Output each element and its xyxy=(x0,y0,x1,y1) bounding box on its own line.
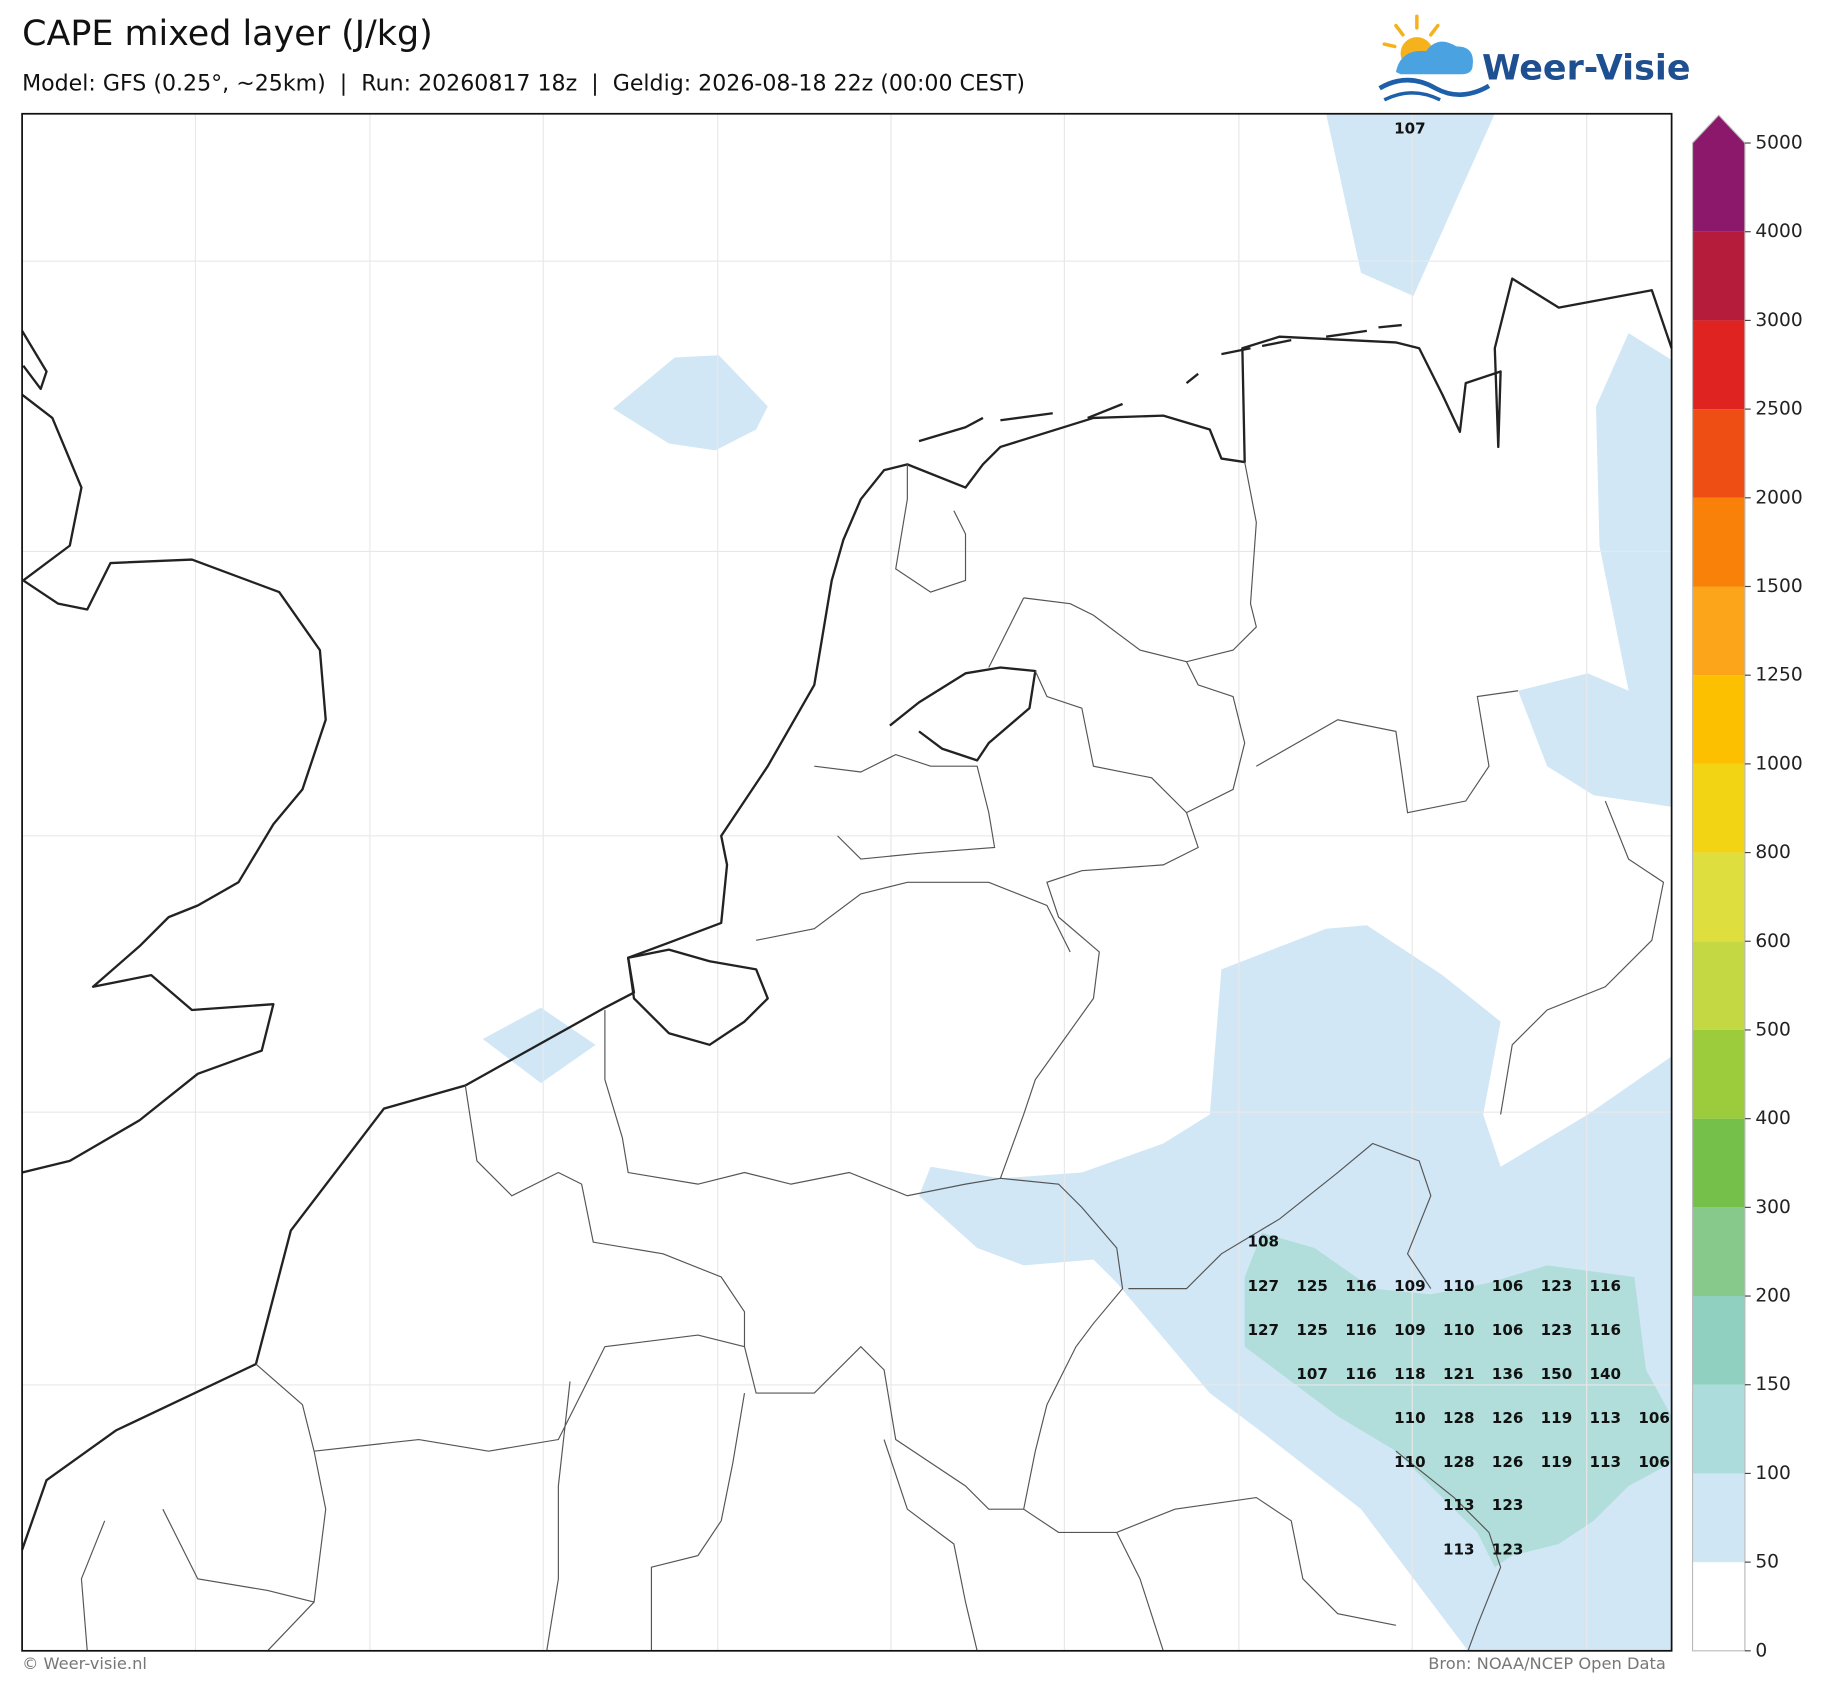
colorbar-tick-label: 500 xyxy=(1755,1019,1791,1040)
map-frame xyxy=(21,112,1673,1652)
point-value: 110 xyxy=(1443,1321,1475,1339)
footer-right: Bron: NOAA/NCEP Open Data xyxy=(1428,1654,1666,1673)
colorbar-tick-label: 1000 xyxy=(1755,753,1802,774)
colorbar-outline xyxy=(1691,114,1746,1652)
colorbar-segment xyxy=(1692,852,1745,942)
logo-text: Weer-Visie xyxy=(1482,49,1690,89)
point-value: 150 xyxy=(1541,1365,1573,1383)
colorbar-tick-label: 200 xyxy=(1755,1286,1791,1307)
point-value: 110 xyxy=(1394,1453,1426,1471)
colorbar-segment xyxy=(1692,320,1745,410)
point-value: 128 xyxy=(1443,1453,1475,1471)
point-value: 128 xyxy=(1443,1409,1475,1427)
colorbar-segment xyxy=(1692,1029,1745,1119)
point-value: 116 xyxy=(1590,1277,1622,1295)
point-value: 110 xyxy=(1443,1277,1475,1295)
colorbar-segment xyxy=(1692,1296,1745,1385)
colorbar-segment xyxy=(1692,1207,1745,1297)
colorbar-segment xyxy=(1692,231,1745,321)
point-values: 107 108 127 125 116 109 110 106 123 116 127 125 116 1… xyxy=(1248,119,1670,1558)
colorbar-tick-label: 400 xyxy=(1755,1108,1791,1129)
colorbar-tick-label: 1500 xyxy=(1755,576,1802,597)
graticule xyxy=(22,113,1672,1651)
point-value: 107 xyxy=(1296,1365,1328,1383)
colorbar-tick-label: 2000 xyxy=(1755,487,1802,508)
logo: Weer-Visie xyxy=(1378,14,1690,102)
point-value: 116 xyxy=(1345,1365,1377,1383)
point-value: 116 xyxy=(1590,1321,1622,1339)
colorbar-segment xyxy=(1692,497,1745,587)
point-value: 106 xyxy=(1638,1409,1670,1427)
map: 107 108 127 125 116 109 110 106 123 116 127 125 116 1… xyxy=(21,112,1673,1652)
point-value: 113 xyxy=(1590,1453,1622,1471)
cape-mid-area xyxy=(1244,1232,1672,1568)
point-value: 123 xyxy=(1492,1496,1524,1514)
point-value: 113 xyxy=(1443,1540,1475,1558)
colorbar-tick-label: 2500 xyxy=(1755,399,1802,420)
colorbar-segment xyxy=(1692,941,1745,1030)
point-value: 125 xyxy=(1296,1321,1328,1339)
colorbar-tick-label: 3000 xyxy=(1755,310,1802,331)
point-value: 116 xyxy=(1345,1321,1377,1339)
colorbar-tick-label: 0 xyxy=(1755,1640,1767,1661)
colorbar-segment xyxy=(1692,409,1745,498)
point-value: 126 xyxy=(1492,1409,1524,1427)
colorbar-segment xyxy=(1692,1473,1745,1563)
point-value: 107 xyxy=(1394,119,1426,137)
colorbar-tick-label: 1250 xyxy=(1755,665,1802,686)
point-value: 121 xyxy=(1443,1365,1475,1383)
subtitle: Model: GFS (0.25°, ~25km) | Run: 2026081… xyxy=(22,72,1025,97)
point-value: 123 xyxy=(1541,1277,1573,1295)
point-value: 108 xyxy=(1248,1233,1280,1251)
colorbar-segment xyxy=(1692,1118,1745,1208)
point-value: 136 xyxy=(1492,1365,1524,1383)
colorbar-tick-label: 150 xyxy=(1755,1374,1791,1395)
point-value: 127 xyxy=(1248,1321,1280,1339)
borders xyxy=(80,461,1665,1652)
point-value: 140 xyxy=(1590,1365,1622,1383)
colorbar-tick-label: 4000 xyxy=(1755,221,1802,242)
colorbar-tick-label: 800 xyxy=(1755,842,1791,863)
point-value: 119 xyxy=(1541,1409,1573,1427)
colorbar-segment xyxy=(1692,1384,1745,1474)
colorbar-tick-label: 50 xyxy=(1755,1552,1779,1573)
point-value: 106 xyxy=(1492,1321,1524,1339)
point-value: 106 xyxy=(1638,1453,1670,1471)
title: CAPE mixed layer (J/kg) xyxy=(22,14,433,54)
point-value: 125 xyxy=(1296,1277,1328,1295)
point-value: 118 xyxy=(1394,1365,1426,1383)
colorbar-tick-label: 600 xyxy=(1755,931,1791,952)
point-value: 110 xyxy=(1394,1409,1426,1427)
coastlines xyxy=(21,277,1673,1551)
point-value: 123 xyxy=(1492,1540,1524,1558)
point-value: 127 xyxy=(1248,1277,1280,1295)
colorbar: 0 50 100 150 200 300 400 500 600 800 1000 1250 1500 2… xyxy=(1691,114,1803,1661)
colorbar-tick-label: 5000 xyxy=(1755,133,1802,154)
point-value: 113 xyxy=(1443,1496,1475,1514)
colorbar-tick-label: 100 xyxy=(1755,1463,1791,1484)
colorbar-segment xyxy=(1692,115,1745,232)
point-value: 109 xyxy=(1394,1321,1426,1339)
point-value: 123 xyxy=(1541,1321,1573,1339)
point-value: 106 xyxy=(1492,1277,1524,1295)
footer-left: © Weer-visie.nl xyxy=(22,1654,147,1673)
colorbar-segment xyxy=(1692,586,1745,676)
point-value: 126 xyxy=(1492,1453,1524,1471)
point-value: 113 xyxy=(1590,1409,1622,1427)
colorbar-segment xyxy=(1692,1562,1745,1651)
colorbar-tick-label: 300 xyxy=(1755,1197,1791,1218)
point-value: 116 xyxy=(1345,1277,1377,1295)
point-value: 119 xyxy=(1541,1453,1573,1471)
colorbar-segment xyxy=(1692,763,1745,853)
colorbar-segment xyxy=(1692,675,1745,764)
point-value: 109 xyxy=(1394,1277,1426,1295)
